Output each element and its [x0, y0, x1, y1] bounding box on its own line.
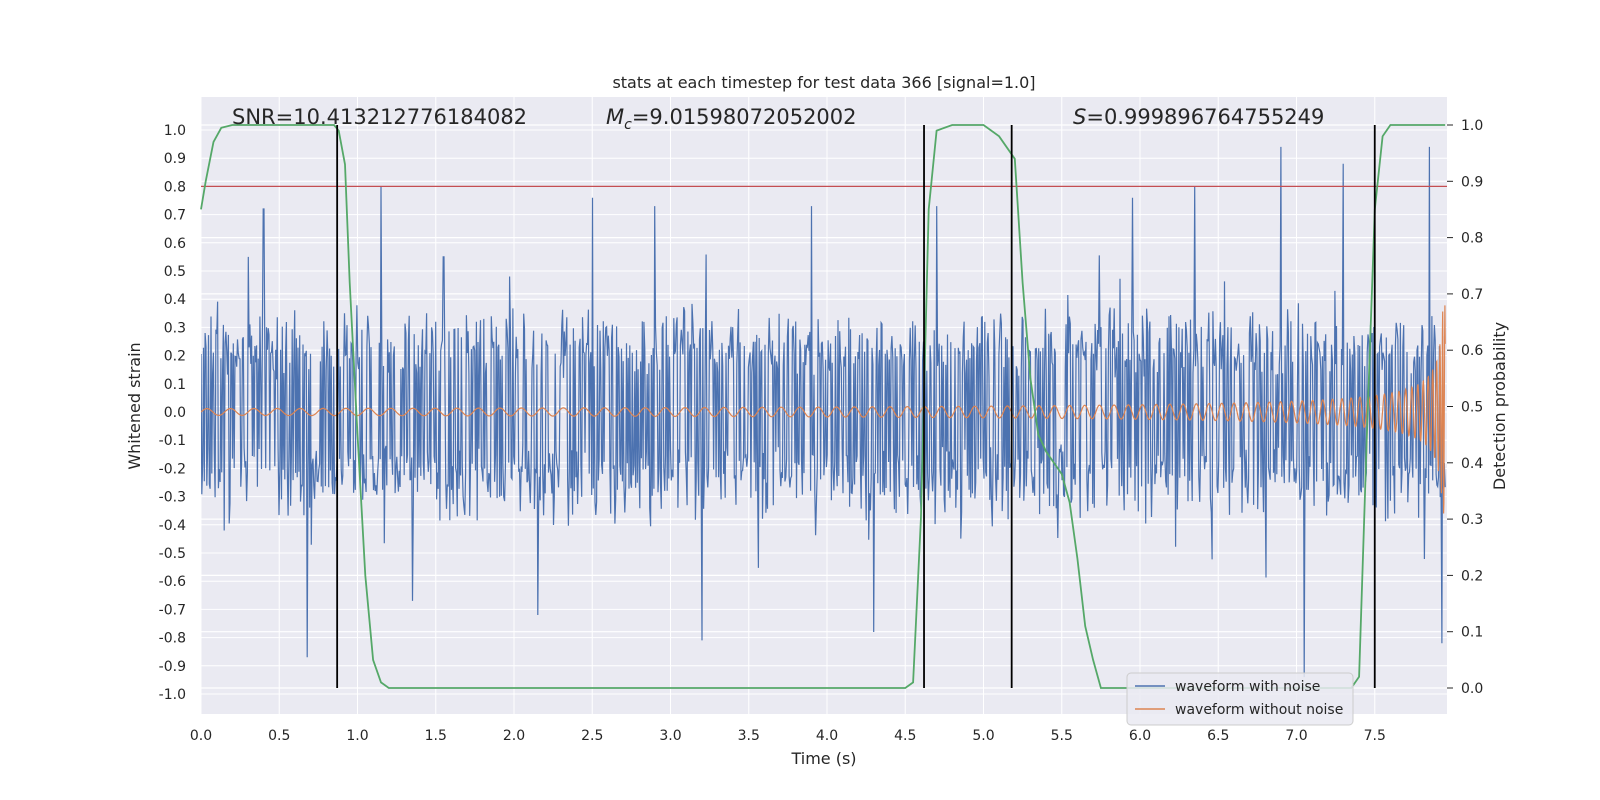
waveform-without-noise-line	[201, 305, 1446, 514]
y2-tick-label: 1.0	[1461, 118, 1483, 134]
x-tick-label: 4.5	[894, 728, 916, 744]
chirp-mass-value: =9.01598072052002	[632, 105, 857, 129]
x-tick-label: 5.5	[1051, 728, 1073, 744]
x-tick-label: 3.5	[738, 728, 760, 744]
y-tick-label: 0.1	[164, 377, 186, 393]
y2-axis-label: Detection probability	[1490, 322, 1509, 490]
waveform-with-noise-line	[201, 146, 1446, 678]
y-tick-label: 1.0	[164, 123, 186, 139]
x-tick-label: 1.0	[346, 728, 368, 744]
y-tick-label: -0.9	[159, 659, 186, 675]
x-tick-label: 1.5	[425, 728, 447, 744]
y-tick-label: 0.0	[164, 405, 186, 421]
y-tick-label: 0.8	[164, 179, 186, 195]
y-tick-label: -0.2	[159, 461, 186, 477]
score-annotation: S=0.999896764755249	[1073, 105, 1324, 129]
y2-tick-label: 0.6	[1461, 343, 1483, 359]
y2-tick-label: 0.3	[1461, 512, 1483, 528]
y2-tick-label: 0.1	[1461, 625, 1483, 641]
y-axis-label: Whitened strain	[125, 342, 144, 469]
x-tick-label: 0.5	[268, 728, 290, 744]
y-tick-label: 0.5	[164, 264, 186, 280]
y2-tick-label: 0.0	[1461, 681, 1483, 697]
chirp-mass-symbol: M	[606, 105, 624, 129]
x-tick-label: 5.0	[972, 728, 994, 744]
x-tick-label: 7.5	[1364, 728, 1386, 744]
y-tick-label: 0.9	[164, 151, 186, 167]
legend: waveform with noise waveform without noi…	[1126, 672, 1354, 726]
y-tick-label: 0.6	[164, 236, 186, 252]
x-tick-label: 6.5	[1207, 728, 1229, 744]
score-symbol: S	[1073, 105, 1086, 129]
legend-label-noise: waveform with noise	[1175, 679, 1320, 695]
x-tick-label: 0.0	[190, 728, 212, 744]
x-axis-ticks: 0.0 0.5 1.0 1.5 2.0 2.5 3.0 3.5 4.0 4.5 5.0 5.5 6.0 6…	[190, 728, 1386, 744]
vertical-markers	[336, 125, 1376, 688]
y-tick-label: 0.2	[164, 349, 186, 365]
y-tick-label: -0.3	[159, 490, 186, 506]
score-value: =0.999896764755249	[1086, 105, 1324, 129]
y2-tick-label: 0.9	[1461, 174, 1483, 190]
y2-tick-label: 0.4	[1461, 456, 1483, 472]
series-waveform-without-noise	[201, 305, 1446, 514]
y2-tick-label: 0.8	[1461, 231, 1483, 247]
x-tick-label: 2.5	[581, 728, 603, 744]
y-tick-label: 0.7	[164, 208, 186, 224]
x-tick-label: 6.0	[1129, 728, 1151, 744]
x-tick-label: 2.0	[503, 728, 525, 744]
y2-tick-label: 0.2	[1461, 568, 1483, 584]
chirp-mass-subscript: c	[624, 117, 632, 133]
chirp-mass-annotation: Mc=9.01598072052002	[606, 105, 857, 133]
y-tick-label: -0.5	[159, 546, 186, 562]
x-tick-label: 7.0	[1285, 728, 1307, 744]
y2-axis-ticks: 1.0 0.9 0.8 0.7 0.6 0.5 0.4 0.3 0.2 0.1 0.0	[1447, 118, 1483, 697]
legend-box	[1126, 672, 1354, 726]
y-tick-label: -1.0	[159, 687, 186, 703]
y-tick-label: -0.7	[159, 602, 186, 618]
y-tick-label: 0.3	[164, 320, 186, 336]
snr-annotation: SNR=10.413212776184082	[232, 105, 527, 129]
x-axis-label: Time (s)	[790, 749, 856, 768]
y2-tick-label: 0.5	[1461, 400, 1483, 416]
y-tick-label: -0.6	[159, 574, 186, 590]
y-tick-label: 0.4	[164, 292, 186, 308]
legend-label-clean: waveform without noise	[1175, 702, 1343, 718]
x-tick-label: 4.0	[816, 728, 838, 744]
chart-title: stats at each timestep for test data 366…	[612, 73, 1035, 92]
y-tick-label: -0.1	[159, 433, 186, 449]
x-tick-label: 3.0	[659, 728, 681, 744]
y-tick-label: -0.8	[159, 631, 186, 647]
y2-tick-label: 0.7	[1461, 287, 1483, 303]
y-tick-label: -0.4	[159, 518, 186, 534]
series-waveform-with-noise	[201, 146, 1446, 678]
y-axis-ticks: 1.0 0.9 0.8 0.7 0.6 0.5 0.4 0.3 0.2 0.1 0.0 -0.1 -0.…	[159, 123, 186, 703]
